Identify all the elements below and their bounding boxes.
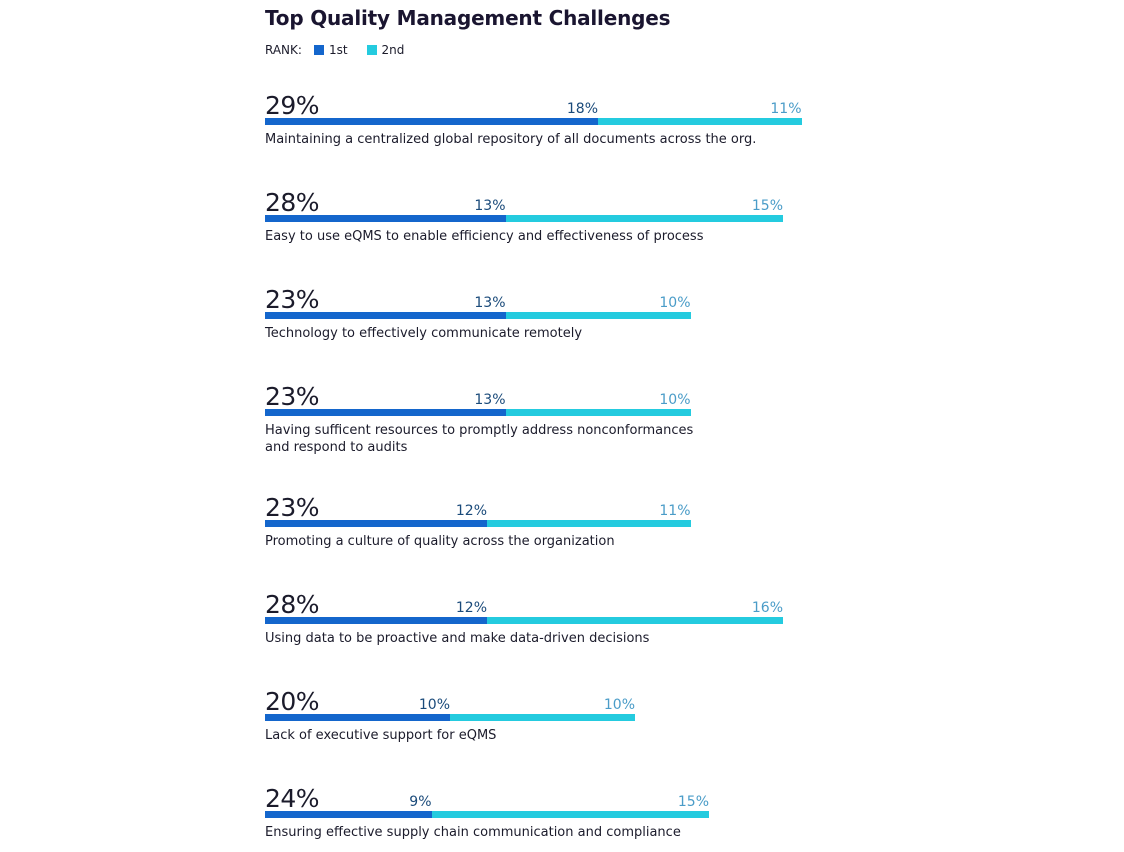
category-label: Maintaining a centralized global reposit… <box>265 132 757 147</box>
legend-swatch-2nd <box>366 45 377 55</box>
bar-segment-1st <box>265 215 506 222</box>
total-value: 28% <box>265 188 320 217</box>
bar-segment-2nd <box>431 811 709 818</box>
data-label-1st: 9% <box>409 794 432 810</box>
data-label-2nd: 10% <box>603 697 635 713</box>
bar-segment-1st <box>265 312 506 319</box>
data-label-1st: 13% <box>474 198 506 214</box>
legend: RANK: 1st 2nd <box>265 42 423 58</box>
legend-label-1st: 1st <box>328 43 348 57</box>
legend-entry-1st: 1st <box>313 43 348 57</box>
data-label-2nd: 15% <box>751 198 783 214</box>
data-label-1st: 12% <box>455 600 487 616</box>
category-label: Lack of executive support for eQMS <box>265 728 497 743</box>
bar-segment-1st <box>265 409 506 416</box>
total-value: 24% <box>265 784 320 813</box>
category-label: Using data to be proactive and make data… <box>265 631 650 646</box>
total-value: 28% <box>265 590 320 619</box>
bar-segment-1st <box>265 617 487 624</box>
category-label: Easy to use eQMS to enable efficiency an… <box>265 229 704 244</box>
legend-entry-2nd: 2nd <box>366 43 405 57</box>
data-label-1st: 13% <box>474 295 506 311</box>
bar-segment-2nd <box>598 118 802 125</box>
bar-segment-1st <box>265 811 432 818</box>
bar-segment-1st <box>265 520 487 527</box>
chart-title: Top Quality Management Challenges <box>265 6 671 30</box>
category-label: Promoting a culture of quality across th… <box>265 534 615 549</box>
total-value: 23% <box>265 382 320 411</box>
legend-label-2nd: 2nd <box>381 43 405 57</box>
data-label-1st: 18% <box>566 101 598 117</box>
data-label-2nd: 16% <box>751 600 783 616</box>
data-label-2nd: 11% <box>770 101 802 117</box>
data-label-1st: 13% <box>474 392 506 408</box>
category-label: Having sufficent resources to promptly a… <box>265 423 694 455</box>
data-label-1st: 10% <box>418 697 450 713</box>
legend-swatch-1st <box>313 45 324 55</box>
bar-segment-2nd <box>450 714 635 721</box>
data-label-1st: 12% <box>455 503 487 519</box>
data-label-2nd: 10% <box>659 392 691 408</box>
data-label-2nd: 15% <box>677 794 709 810</box>
category-label: Ensuring effective supply chain communic… <box>265 825 681 840</box>
bar-segment-2nd <box>505 409 691 416</box>
bar-segment-2nd <box>505 312 691 319</box>
total-value: 20% <box>265 687 320 716</box>
category-label: Technology to effectively communicate re… <box>265 326 583 341</box>
data-label-2nd: 10% <box>659 295 691 311</box>
bar-segment-2nd <box>487 617 783 624</box>
bar-segment-1st <box>265 714 450 721</box>
total-value: 29% <box>265 91 320 120</box>
legend-title: RANK: <box>265 43 302 57</box>
data-label-2nd: 11% <box>659 503 691 519</box>
bar-segment-2nd <box>505 215 783 222</box>
bar-segment-2nd <box>487 520 691 527</box>
total-value: 23% <box>265 493 320 522</box>
bar-segment-1st <box>265 118 598 125</box>
total-value: 23% <box>265 285 320 314</box>
